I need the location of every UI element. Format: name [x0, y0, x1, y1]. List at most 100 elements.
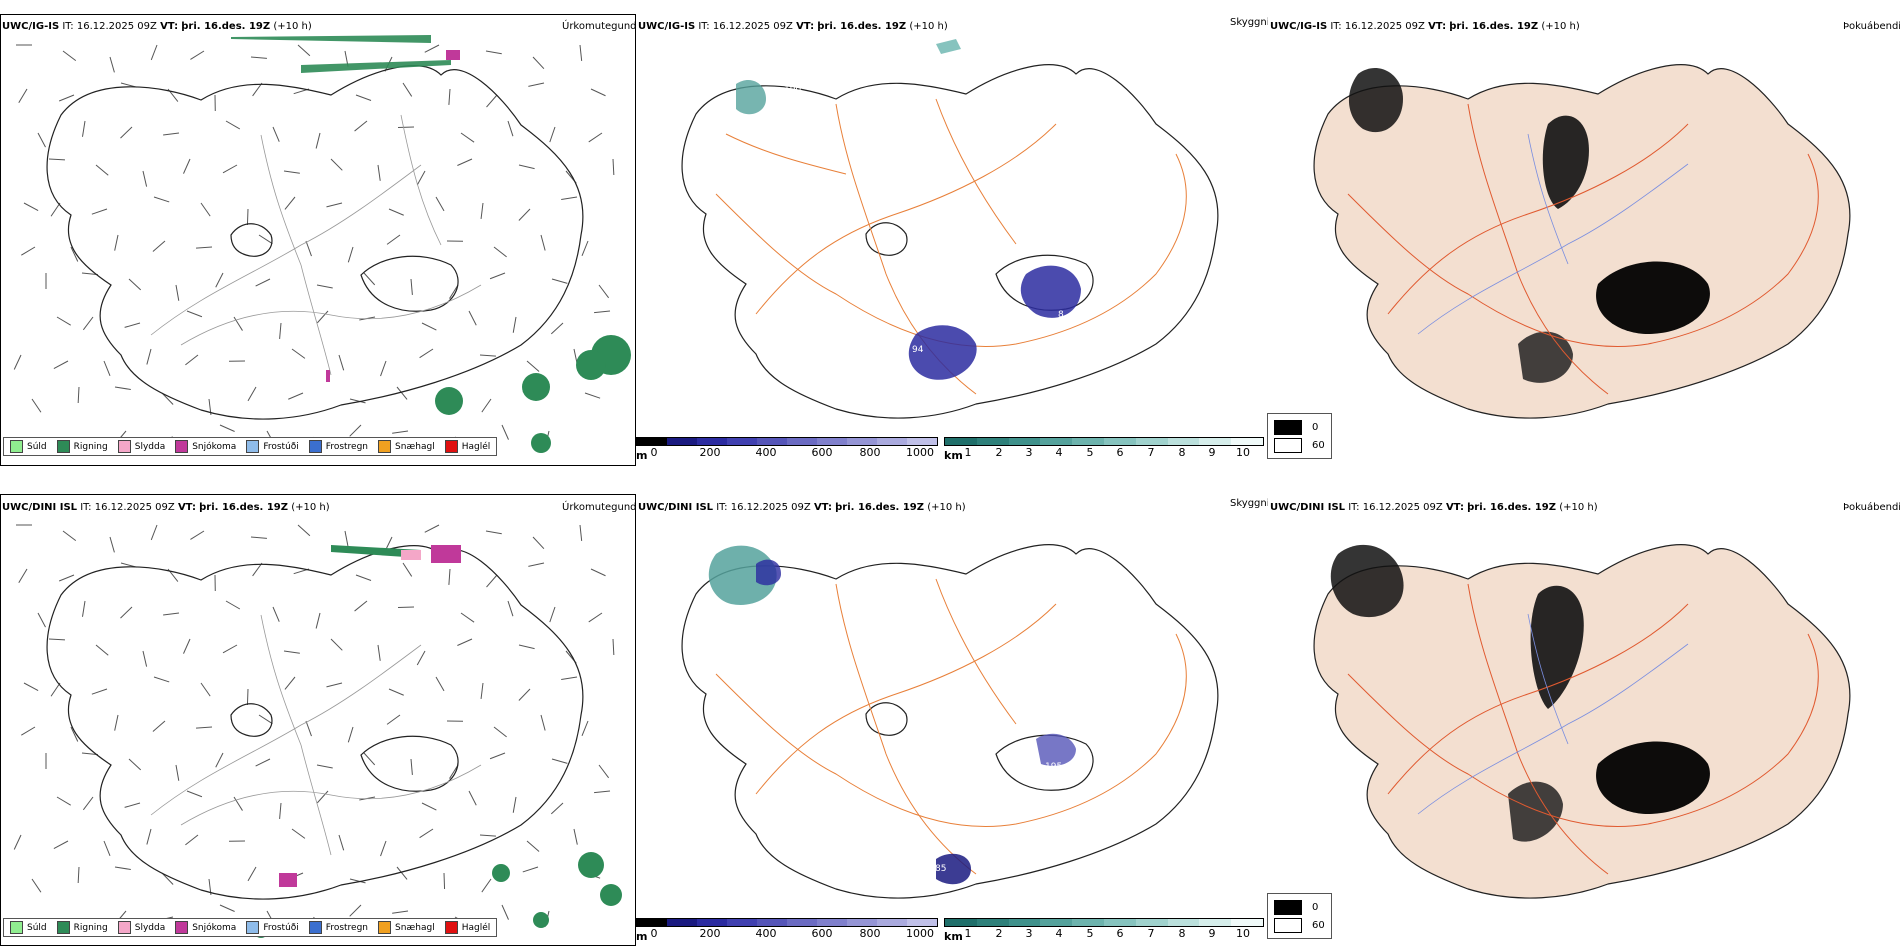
wind-barb — [551, 278, 568, 284]
visibility-m-colorbar-bottom: 0 200 400 600 800 1000 m — [636, 918, 938, 943]
wind-barb — [279, 802, 282, 819]
wind-barb — [550, 802, 564, 815]
wind-barb — [480, 202, 484, 219]
wind-barb — [200, 202, 211, 217]
legend-swatch — [308, 921, 322, 934]
wind-barb — [489, 752, 506, 760]
legend-item: Rigning — [56, 440, 108, 453]
panel-title-precip-bottom: Úrkomutegund — [562, 502, 637, 513]
wind-barb — [284, 676, 296, 690]
colorbar-bar — [944, 437, 1264, 446]
wind-barb — [421, 322, 437, 331]
tick-label: 5 — [1086, 927, 1094, 940]
tick-label: 200 — [699, 927, 721, 940]
wind-barb — [347, 726, 354, 743]
wind-barb — [532, 536, 545, 550]
wind-barb — [225, 120, 241, 130]
legend-swatch — [308, 440, 322, 453]
wind-barb — [354, 120, 368, 132]
tick-label: 10 — [1236, 446, 1250, 459]
wind-barb — [581, 240, 589, 257]
wind-barb — [584, 392, 601, 399]
fog-legend-row: 60 — [1274, 916, 1325, 934]
wind-barb — [479, 834, 496, 837]
header-precip-top: UWC/IG-IS IT: 16.12.2025 09Z VT: þri. 16… — [2, 21, 312, 32]
land-fill — [1313, 544, 1851, 899]
wind-barb — [13, 354, 22, 370]
wind-barb — [48, 158, 66, 161]
wind-barb — [338, 354, 345, 371]
wind-barb — [402, 82, 413, 97]
wind-barb — [142, 650, 148, 667]
wind-barb — [507, 600, 514, 617]
wind-barb — [283, 170, 300, 174]
legend-swatch — [117, 440, 131, 453]
tick-label: 600 — [811, 446, 833, 459]
wind-barb — [486, 94, 498, 108]
wind-barb — [512, 316, 517, 333]
tick-label: 7 — [1147, 446, 1155, 459]
legend-item: Frostúði — [246, 440, 299, 453]
wind-barb — [330, 158, 343, 171]
wind-barb — [297, 524, 311, 537]
wind-barb — [550, 322, 564, 335]
tick-label: 6 — [1116, 927, 1124, 940]
header-visibility-bottom: UWC/DINI ISL IT: 16.12.2025 09Z VT: þri.… — [638, 502, 966, 513]
legend-swatch — [378, 921, 392, 934]
fog-map-bottom — [1313, 544, 1851, 899]
wind-barb — [279, 322, 282, 339]
wind-barb — [48, 638, 66, 641]
wind-barb — [175, 764, 180, 781]
wind-barb — [185, 354, 199, 366]
wind-barb — [124, 802, 141, 808]
visibility-value-label: 195 — [1045, 762, 1063, 772]
wind-barb — [95, 164, 109, 176]
wind-barb — [396, 866, 408, 880]
wind-barb — [526, 840, 540, 852]
colorbar-bar — [944, 918, 1264, 927]
wind-barb — [50, 202, 61, 217]
tick-label: 9 — [1208, 927, 1216, 940]
wind-barb — [549, 606, 556, 623]
wind-barb — [142, 170, 148, 187]
wind-barb — [56, 796, 71, 806]
wind-barb — [388, 208, 404, 216]
wind-barb — [590, 568, 606, 577]
wind-barb — [114, 234, 119, 251]
wind-barb — [81, 272, 98, 276]
wind-barb — [377, 164, 381, 181]
wind-barb — [512, 796, 517, 813]
wind-barb — [297, 44, 311, 57]
tick-label: 8 — [1178, 927, 1186, 940]
wind-barb — [153, 676, 170, 683]
wind-barb — [82, 796, 94, 811]
wind-barb — [219, 904, 235, 912]
wind-barb — [114, 866, 131, 870]
wind-barb — [291, 828, 306, 839]
tick-label: 1000 — [906, 927, 934, 940]
wind-barb — [146, 348, 152, 365]
colorbar-ticks: 1 2 3 4 5 6 7 8 9 10 — [944, 446, 1264, 459]
wind-barb — [190, 50, 205, 60]
wind-barb — [258, 234, 273, 245]
wind-barb — [161, 392, 174, 405]
header-fog-top: UWC/IG-IS IT: 16.12.2025 09Z VT: þri. 16… — [1270, 21, 1580, 32]
wind-barb — [612, 638, 615, 656]
wind-barb — [120, 606, 133, 619]
wind-barb — [252, 562, 263, 577]
wind-barb — [23, 202, 39, 211]
tick-label: 0 — [650, 446, 658, 459]
tick-label: 1 — [964, 927, 972, 940]
wind-barb — [82, 600, 86, 617]
wind-barb — [250, 536, 267, 539]
iceland-outline — [681, 544, 1219, 899]
wind-barb — [416, 170, 426, 186]
tick-label: 6 — [1116, 446, 1124, 459]
wind-barb — [109, 56, 115, 73]
legend-item: Rigning — [56, 921, 108, 934]
wind-barb — [82, 120, 86, 137]
wind-barb — [349, 904, 362, 917]
roads — [1347, 583, 1819, 875]
colorbar-unit: km — [944, 449, 963, 462]
fog-dark-areas — [1348, 68, 1710, 383]
